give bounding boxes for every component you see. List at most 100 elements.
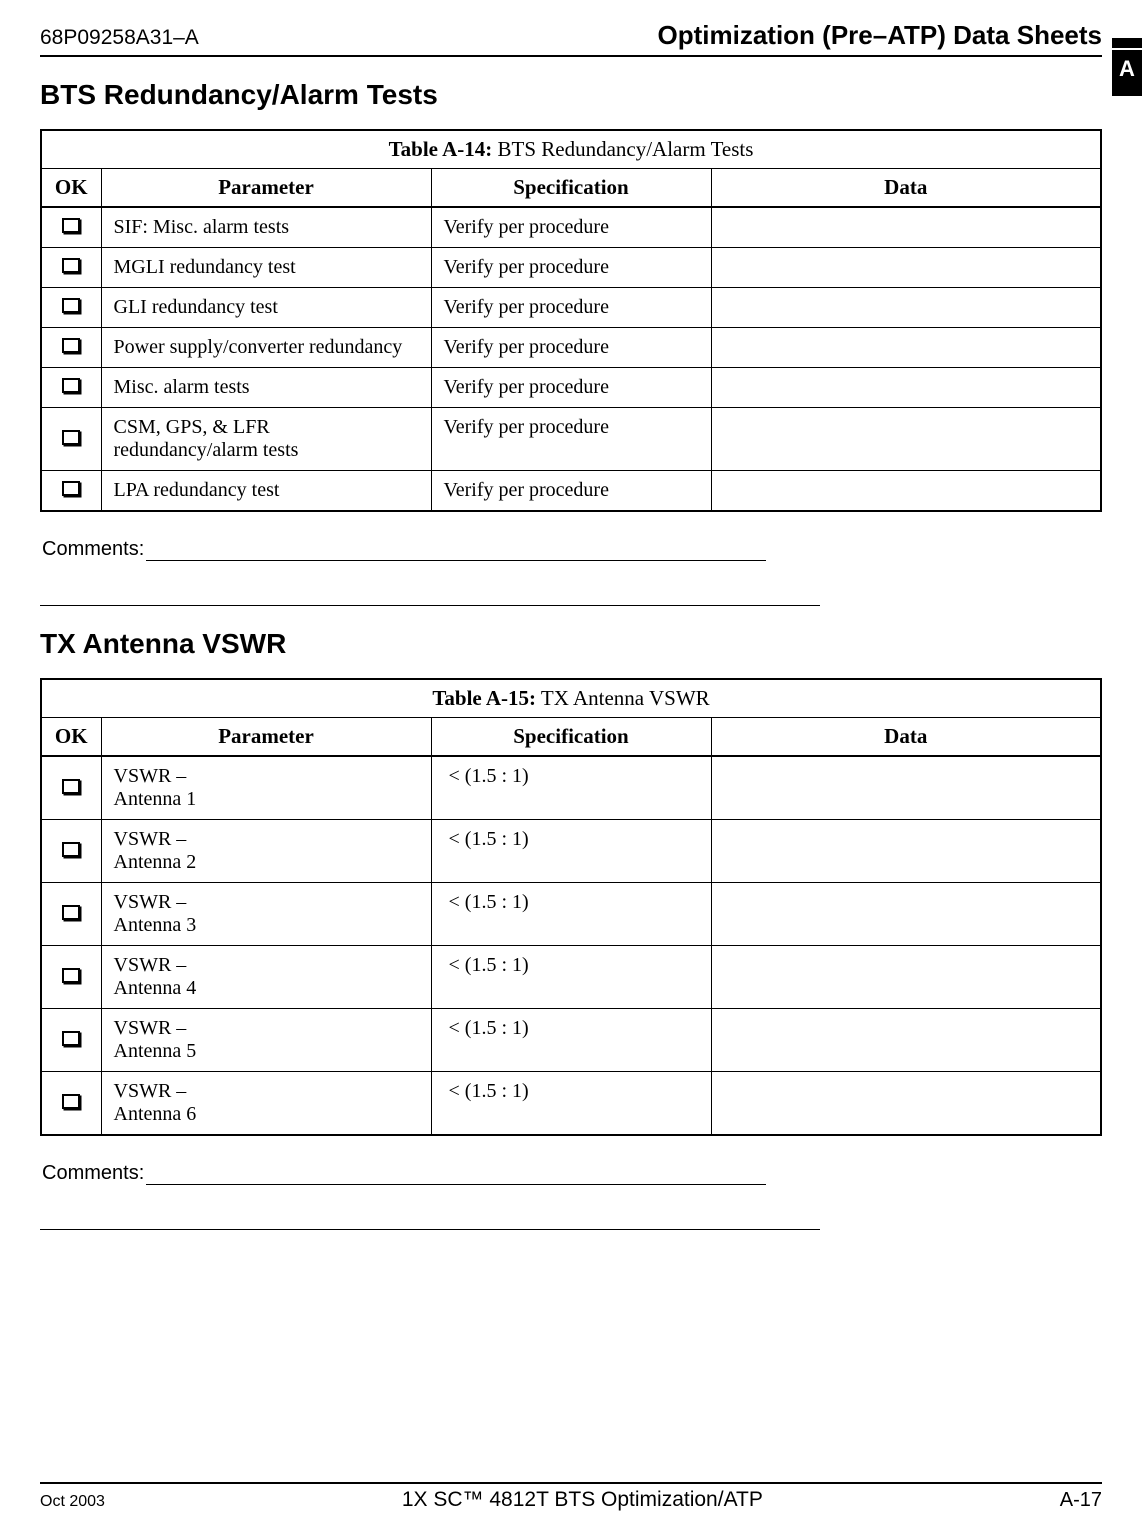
- cell-specification: Verify per procedure: [431, 207, 711, 248]
- cell-ok: [41, 471, 101, 512]
- cell-parameter: MGLI redundancy test: [101, 248, 431, 288]
- table-row: MGLI redundancy testVerify per procedure: [41, 248, 1101, 288]
- header-rule: [40, 55, 1102, 57]
- cell-ok: [41, 408, 101, 471]
- checkbox-icon[interactable]: [62, 258, 80, 273]
- col-header-specification: Specification: [431, 169, 711, 208]
- table-row: Misc. alarm testsVerify per procedure: [41, 368, 1101, 408]
- cell-specification: Verify per procedure: [431, 328, 711, 368]
- cell-ok: [41, 288, 101, 328]
- cell-parameter: VSWR –Antenna 1: [101, 756, 431, 820]
- cell-data[interactable]: [711, 946, 1101, 1009]
- page-title: Optimization (Pre–ATP) Data Sheets: [658, 20, 1103, 51]
- comments-label: Comments:: [42, 538, 144, 561]
- tab-stripe: [1112, 38, 1142, 48]
- cell-parameter: LPA redundancy test: [101, 471, 431, 512]
- col-header-data: Data: [711, 169, 1101, 208]
- cell-data[interactable]: [711, 288, 1101, 328]
- cell-parameter: CSM, GPS, & LFR redundancy/alarm tests: [101, 408, 431, 471]
- table-number: Table A-15:: [432, 686, 536, 710]
- checkbox-icon[interactable]: [62, 378, 80, 393]
- comments-label: Comments:: [42, 1162, 144, 1185]
- col-header-ok: OK: [41, 718, 101, 757]
- comments-underline-2[interactable]: [40, 1229, 820, 1230]
- cell-parameter: VSWR –Antenna 3: [101, 883, 431, 946]
- table-bts-redundancy: Table A-14: BTS Redundancy/Alarm Tests O…: [40, 129, 1102, 512]
- section-tab: A: [1112, 50, 1142, 88]
- cell-data[interactable]: [711, 820, 1101, 883]
- table-row: GLI redundancy testVerify per procedure: [41, 288, 1101, 328]
- cell-ok: [41, 756, 101, 820]
- footer-title: 1X SC™ 4812T BTS Optimization/ATP: [402, 1488, 763, 1512]
- cell-ok: [41, 368, 101, 408]
- table-title-text: BTS Redundancy/Alarm Tests: [492, 137, 753, 161]
- cell-data[interactable]: [711, 1009, 1101, 1072]
- cell-ok: [41, 207, 101, 248]
- table-header-row: OK Parameter Specification Data: [41, 169, 1101, 208]
- cell-data[interactable]: [711, 471, 1101, 512]
- checkbox-icon[interactable]: [62, 842, 80, 857]
- checkbox-icon[interactable]: [62, 298, 80, 313]
- footer-rule: [40, 1482, 1102, 1484]
- col-header-specification: Specification: [431, 718, 711, 757]
- cell-parameter: VSWR –Antenna 4: [101, 946, 431, 1009]
- checkbox-icon[interactable]: [62, 218, 80, 233]
- cell-specification: Verify per procedure: [431, 368, 711, 408]
- cell-data[interactable]: [711, 1072, 1101, 1136]
- cell-data[interactable]: [711, 328, 1101, 368]
- page-header: 68P09258A31–A Optimization (Pre–ATP) Dat…: [40, 20, 1102, 55]
- table-row: VSWR –Antenna 4 < (1.5 : 1): [41, 946, 1101, 1009]
- table-number: Table A-14:: [389, 137, 493, 161]
- table-title-text: TX Antenna VSWR: [536, 686, 710, 710]
- table-row: VSWR –Antenna 2 < (1.5 : 1): [41, 820, 1101, 883]
- checkbox-icon[interactable]: [62, 481, 80, 496]
- cell-ok: [41, 248, 101, 288]
- checkbox-icon[interactable]: [62, 1094, 80, 1109]
- cell-data[interactable]: [711, 248, 1101, 288]
- cell-specification: Verify per procedure: [431, 248, 711, 288]
- table-row: VSWR –Antenna 6 < (1.5 : 1): [41, 1072, 1101, 1136]
- section-heading-bts: BTS Redundancy/Alarm Tests: [40, 79, 1102, 111]
- cell-parameter: Power supply/converter redundancy: [101, 328, 431, 368]
- page-footer: Oct 2003 1X SC™ 4812T BTS Optimization/A…: [40, 1482, 1102, 1512]
- comments-underline[interactable]: [146, 541, 766, 561]
- checkbox-icon[interactable]: [62, 430, 80, 445]
- table-row: CSM, GPS, & LFR redundancy/alarm testsVe…: [41, 408, 1101, 471]
- checkbox-icon[interactable]: [62, 779, 80, 794]
- checkbox-icon[interactable]: [62, 905, 80, 920]
- document-id: 68P09258A31–A: [40, 26, 199, 50]
- cell-ok: [41, 946, 101, 1009]
- cell-data[interactable]: [711, 408, 1101, 471]
- table-header-row: OK Parameter Specification Data: [41, 718, 1101, 757]
- footer-page-number: A-17: [1060, 1489, 1102, 1512]
- cell-parameter: VSWR –Antenna 2: [101, 820, 431, 883]
- checkbox-icon[interactable]: [62, 1031, 80, 1046]
- comments-field: Comments:: [42, 538, 1102, 561]
- cell-parameter: Misc. alarm tests: [101, 368, 431, 408]
- cell-ok: [41, 883, 101, 946]
- checkbox-icon[interactable]: [62, 968, 80, 983]
- checkbox-icon[interactable]: [62, 338, 80, 353]
- cell-specification: Verify per procedure: [431, 408, 711, 471]
- table-title-row: Table A-14: BTS Redundancy/Alarm Tests: [41, 130, 1101, 169]
- table-title-row: Table A-15: TX Antenna VSWR: [41, 679, 1101, 718]
- table-row: Power supply/converter redundancyVerify …: [41, 328, 1101, 368]
- cell-data[interactable]: [711, 883, 1101, 946]
- cell-data[interactable]: [711, 207, 1101, 248]
- comments-underline-2[interactable]: [40, 605, 820, 606]
- cell-specification: Verify per procedure: [431, 288, 711, 328]
- cell-data[interactable]: [711, 368, 1101, 408]
- col-header-ok: OK: [41, 169, 101, 208]
- cell-specification: Verify per procedure: [431, 471, 711, 512]
- cell-ok: [41, 328, 101, 368]
- footer-date: Oct 2003: [40, 1493, 105, 1511]
- cell-specification: < (1.5 : 1): [431, 756, 711, 820]
- cell-specification: < (1.5 : 1): [431, 1072, 711, 1136]
- cell-specification: < (1.5 : 1): [431, 1009, 711, 1072]
- comments-underline[interactable]: [146, 1165, 766, 1185]
- col-header-parameter: Parameter: [101, 718, 431, 757]
- table-row: VSWR –Antenna 5 < (1.5 : 1): [41, 1009, 1101, 1072]
- cell-data[interactable]: [711, 756, 1101, 820]
- tab-stripe: [1112, 86, 1142, 96]
- cell-ok: [41, 1009, 101, 1072]
